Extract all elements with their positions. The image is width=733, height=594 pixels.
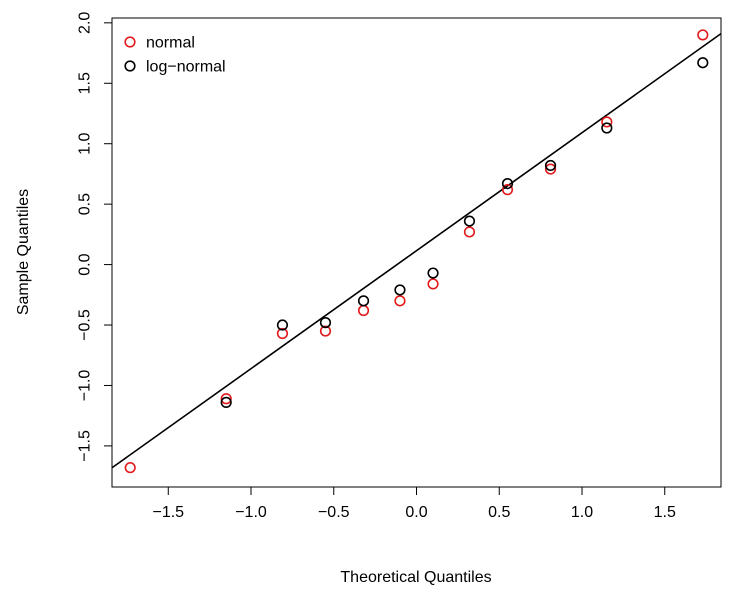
x-tick-label: −0.5 [318, 504, 350, 521]
legend-swatch [124, 60, 136, 72]
y-axis-title: Sample Quantiles [15, 189, 32, 315]
y-tick-label: 1.5 [77, 72, 94, 94]
x-axis-title: Theoretical Quantiles [340, 569, 491, 586]
data-point [463, 226, 476, 238]
legend: normal log−normal [124, 35, 226, 76]
legend-label: log−normal [146, 59, 226, 76]
x-axis: −1.5 −1.0 −0.5 0.0 0.5 1.0 1.5 [152, 486, 676, 521]
y-axis: −1.5 −1.0 −0.5 0.0 0.5 1.0 1.5 2.0 [77, 12, 113, 462]
data-point [427, 278, 439, 290]
data-point [427, 267, 439, 279]
y-tick-label: 2.0 [77, 12, 94, 34]
points-layer [124, 29, 709, 474]
data-point [394, 295, 406, 307]
x-tick-label: −1.5 [152, 504, 184, 521]
qq-reference-line [111, 32, 722, 469]
data-point [601, 122, 613, 134]
data-point [220, 396, 232, 408]
data-point [697, 29, 709, 41]
y-tick-label: 0.5 [77, 193, 94, 215]
data-point [463, 215, 476, 227]
x-tick-label: 0.5 [488, 504, 510, 521]
y-tick-label: −1.0 [77, 370, 94, 402]
reference-line-layer [111, 32, 722, 469]
data-point [276, 319, 289, 331]
data-point [544, 159, 557, 172]
legend-label: normal [146, 35, 195, 52]
data-point [220, 393, 232, 405]
y-tick-label: −1.5 [77, 430, 94, 462]
data-point [544, 163, 557, 175]
data-point [357, 295, 370, 307]
data-point [357, 304, 370, 317]
x-tick-label: −1.0 [235, 504, 267, 521]
data-point [501, 184, 514, 196]
plot-frame [111, 17, 722, 488]
y-tick-label: −0.5 [77, 309, 94, 341]
data-point [394, 284, 406, 296]
x-tick-label: 1.5 [654, 504, 676, 521]
series-normal [124, 29, 709, 474]
x-tick-label: 1.0 [571, 504, 593, 521]
legend-swatch [124, 36, 136, 48]
y-tick-label: 1.0 [77, 132, 94, 154]
data-point [501, 178, 514, 190]
data-point [124, 462, 136, 474]
series-log-normal [220, 57, 709, 408]
data-point [276, 327, 289, 340]
data-point [601, 116, 613, 128]
x-tick-label: 0.0 [405, 504, 427, 521]
data-point [319, 317, 332, 329]
y-tick-label: 0.0 [77, 253, 94, 275]
data-point [319, 325, 332, 337]
data-point [697, 57, 709, 69]
